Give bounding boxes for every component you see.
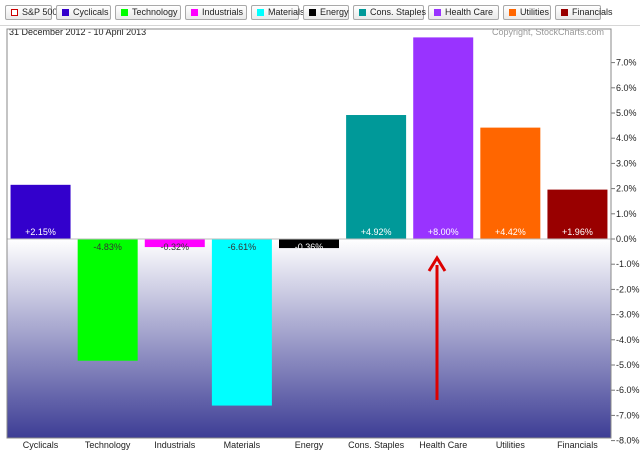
legend-swatch [121,9,128,16]
bar-value-label: +4.92% [361,227,392,237]
legend-swatch [62,9,69,16]
legend-item[interactable]: S&P 500 [5,5,57,20]
y-tick-label: 5.0% [616,108,637,118]
legend-swatch [434,9,441,16]
legend-swatch [309,9,316,16]
copyright-label: Copyright, StockCharts.com [492,27,604,37]
legend-label: Industrials [202,7,244,17]
legend-label: Health Care [445,7,494,17]
bar-value-label: -6.61% [228,242,257,252]
bar-technology [77,239,138,361]
x-tick-label: Materials [224,440,261,450]
legend-label: S&P 500 [22,7,58,17]
y-tick-label: 2.0% [616,184,637,194]
y-tick-label: -3.0% [616,310,640,320]
legend-bar: S&P 500 Cyclicals Technology Industrials Mat… [0,0,640,26]
y-tick-label: 3.0% [616,158,637,168]
legend-item[interactable]: Industrials [185,5,247,20]
y-tick-label: 7.0% [616,58,637,68]
legend-swatch [11,9,18,16]
legend-swatch [509,9,516,16]
bar-value-label: +2.15% [25,227,56,237]
y-tick-label: -6.0% [616,385,640,395]
bar-financials [547,189,608,239]
legend-swatch [561,9,568,16]
y-tick-label: -1.0% [616,259,640,269]
x-tick-label: Cons. Staples [348,440,405,450]
legend-label: Energy [320,7,349,17]
bar-value-label: +1.96% [562,227,593,237]
date-range-label: 31 December 2012 - 10 April 2013 [9,27,146,37]
x-tick-label: Utilities [496,440,526,450]
y-tick-label: -8.0% [616,436,640,446]
legend-label: Financials [572,7,613,17]
y-tick-label: -4.0% [616,335,640,345]
y-tick-label: -2.0% [616,284,640,294]
bar-value-label: +8.00% [428,227,459,237]
bar-materials [211,239,272,406]
legend-label: Cyclicals [73,7,109,17]
x-tick-label: Energy [295,440,324,450]
legend-item[interactable]: Energy [303,5,349,20]
x-tick-label: Cyclicals [23,440,59,450]
x-tick-label: Technology [85,440,131,450]
bar-health-care [413,37,474,240]
legend-label: Technology [132,7,178,17]
legend-swatch [257,9,264,16]
legend-label: Materials [268,7,305,17]
legend-item[interactable]: Utilities [503,5,551,20]
legend-item[interactable]: Health Care [428,5,499,20]
x-tick-label: Industrials [154,440,196,450]
bar-value-label: +4.42% [495,227,526,237]
legend-item[interactable]: Cons. Staples [353,5,427,20]
bar-industrials [144,239,205,248]
legend-swatch [359,9,366,16]
legend-item[interactable]: Financials [555,5,613,20]
x-tick-label: Financials [557,440,598,450]
bar-utilities [480,127,541,239]
plot-frame [6,28,612,439]
legend-item[interactable]: Materials [251,5,305,20]
bar-energy [279,239,339,249]
bar-value-label: -0.36% [295,242,324,252]
y-tick-label: -5.0% [616,360,640,370]
bar-value-label: -0.32% [161,242,190,252]
legend-item[interactable]: Cyclicals [56,5,111,20]
bar-cons-staples [346,115,407,239]
y-tick-label: -7.0% [616,410,640,420]
y-tick-label: 6.0% [616,83,637,93]
x-tick-label: Health Care [419,440,467,450]
legend-label: Utilities [520,7,550,17]
bar-cyclicals [10,184,71,239]
legend-swatch [191,9,198,16]
bar-chart: +2.15% -4.83% -0.32% -6.61% -0.36% +4.92% +8.0… [6,27,640,450]
y-tick-label: 0.0% [616,234,637,244]
y-tick-label: 1.0% [616,209,637,219]
bar-value-label: -4.83% [93,242,122,252]
legend-item[interactable]: Technology [115,5,181,20]
arrow-head [427,255,447,272]
legend-label: Cons. Staples [370,7,427,17]
y-tick-label: 4.0% [616,133,637,143]
